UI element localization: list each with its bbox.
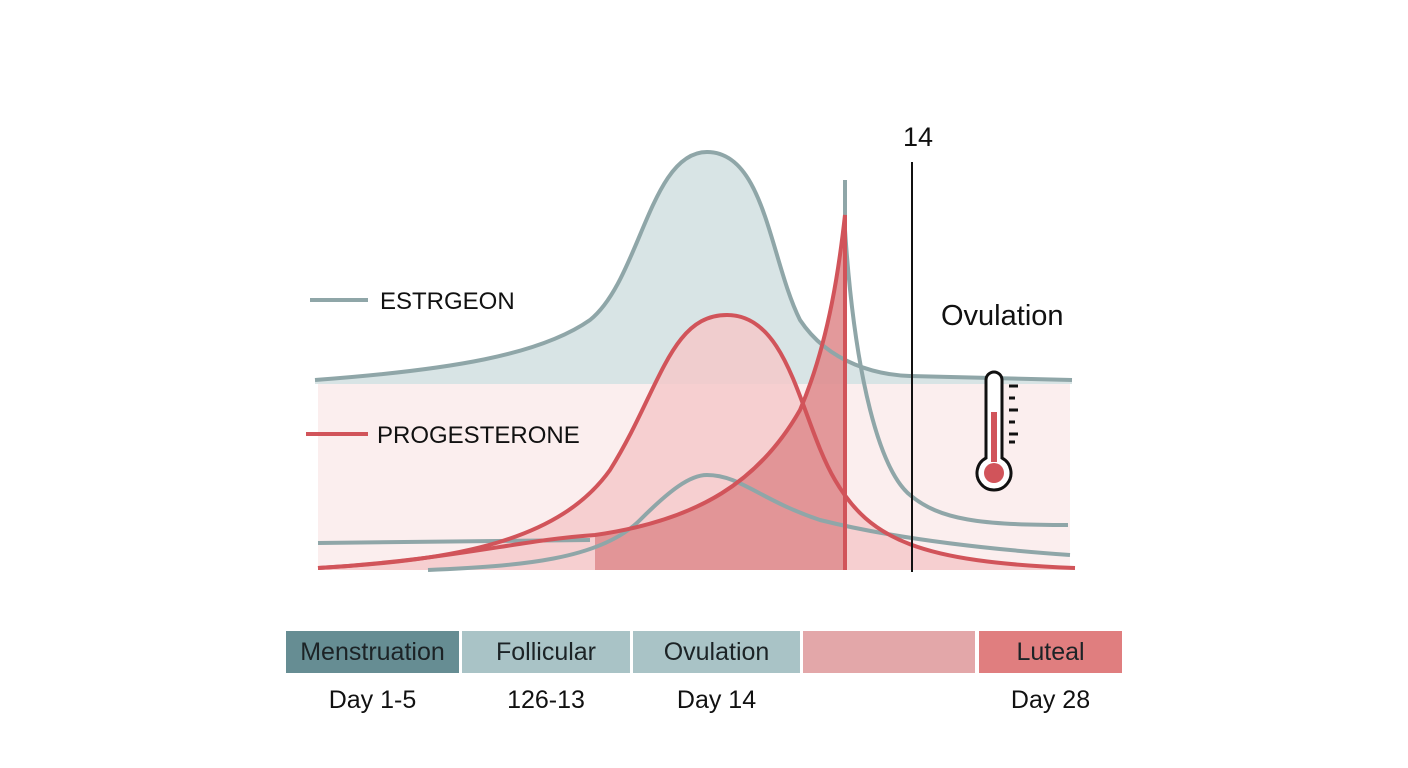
estrogen-curve — [314, 149, 1073, 382]
phase-menstruation: Menstruation — [286, 631, 459, 673]
phase-ovulation: Ovulation — [633, 631, 800, 673]
phase-day-ovulation: Day 14 — [676, 686, 757, 714]
legend-label-progesterone: PROGESTERONE — [377, 422, 580, 449]
estrogen-fill — [315, 152, 1072, 384]
phase-day-follicular: 126-13 — [507, 686, 585, 714]
estrogen-drop — [843, 180, 1069, 527]
marker-label: 14 — [903, 122, 934, 152]
phase-day-luteal: Day 28 — [1010, 686, 1091, 714]
ovulation-annotation: Ovulation — [941, 300, 1064, 332]
lh-spike-curve — [317, 214, 847, 570]
lh-spike-fill — [595, 215, 845, 570]
phase-follicular: Follicular — [462, 631, 630, 673]
progesterone-fill — [318, 315, 1075, 570]
estrogen-bump — [427, 472, 1071, 572]
phase-unlabeled — [803, 631, 975, 673]
thermometer-icon — [975, 370, 1018, 492]
phase-day-menstruation: Day 1-5 — [328, 686, 417, 714]
progesterone-curve — [317, 312, 1076, 570]
phase-luteal: Luteal — [979, 631, 1122, 673]
legend-label-estrogen: ESTRGEON — [380, 288, 515, 315]
